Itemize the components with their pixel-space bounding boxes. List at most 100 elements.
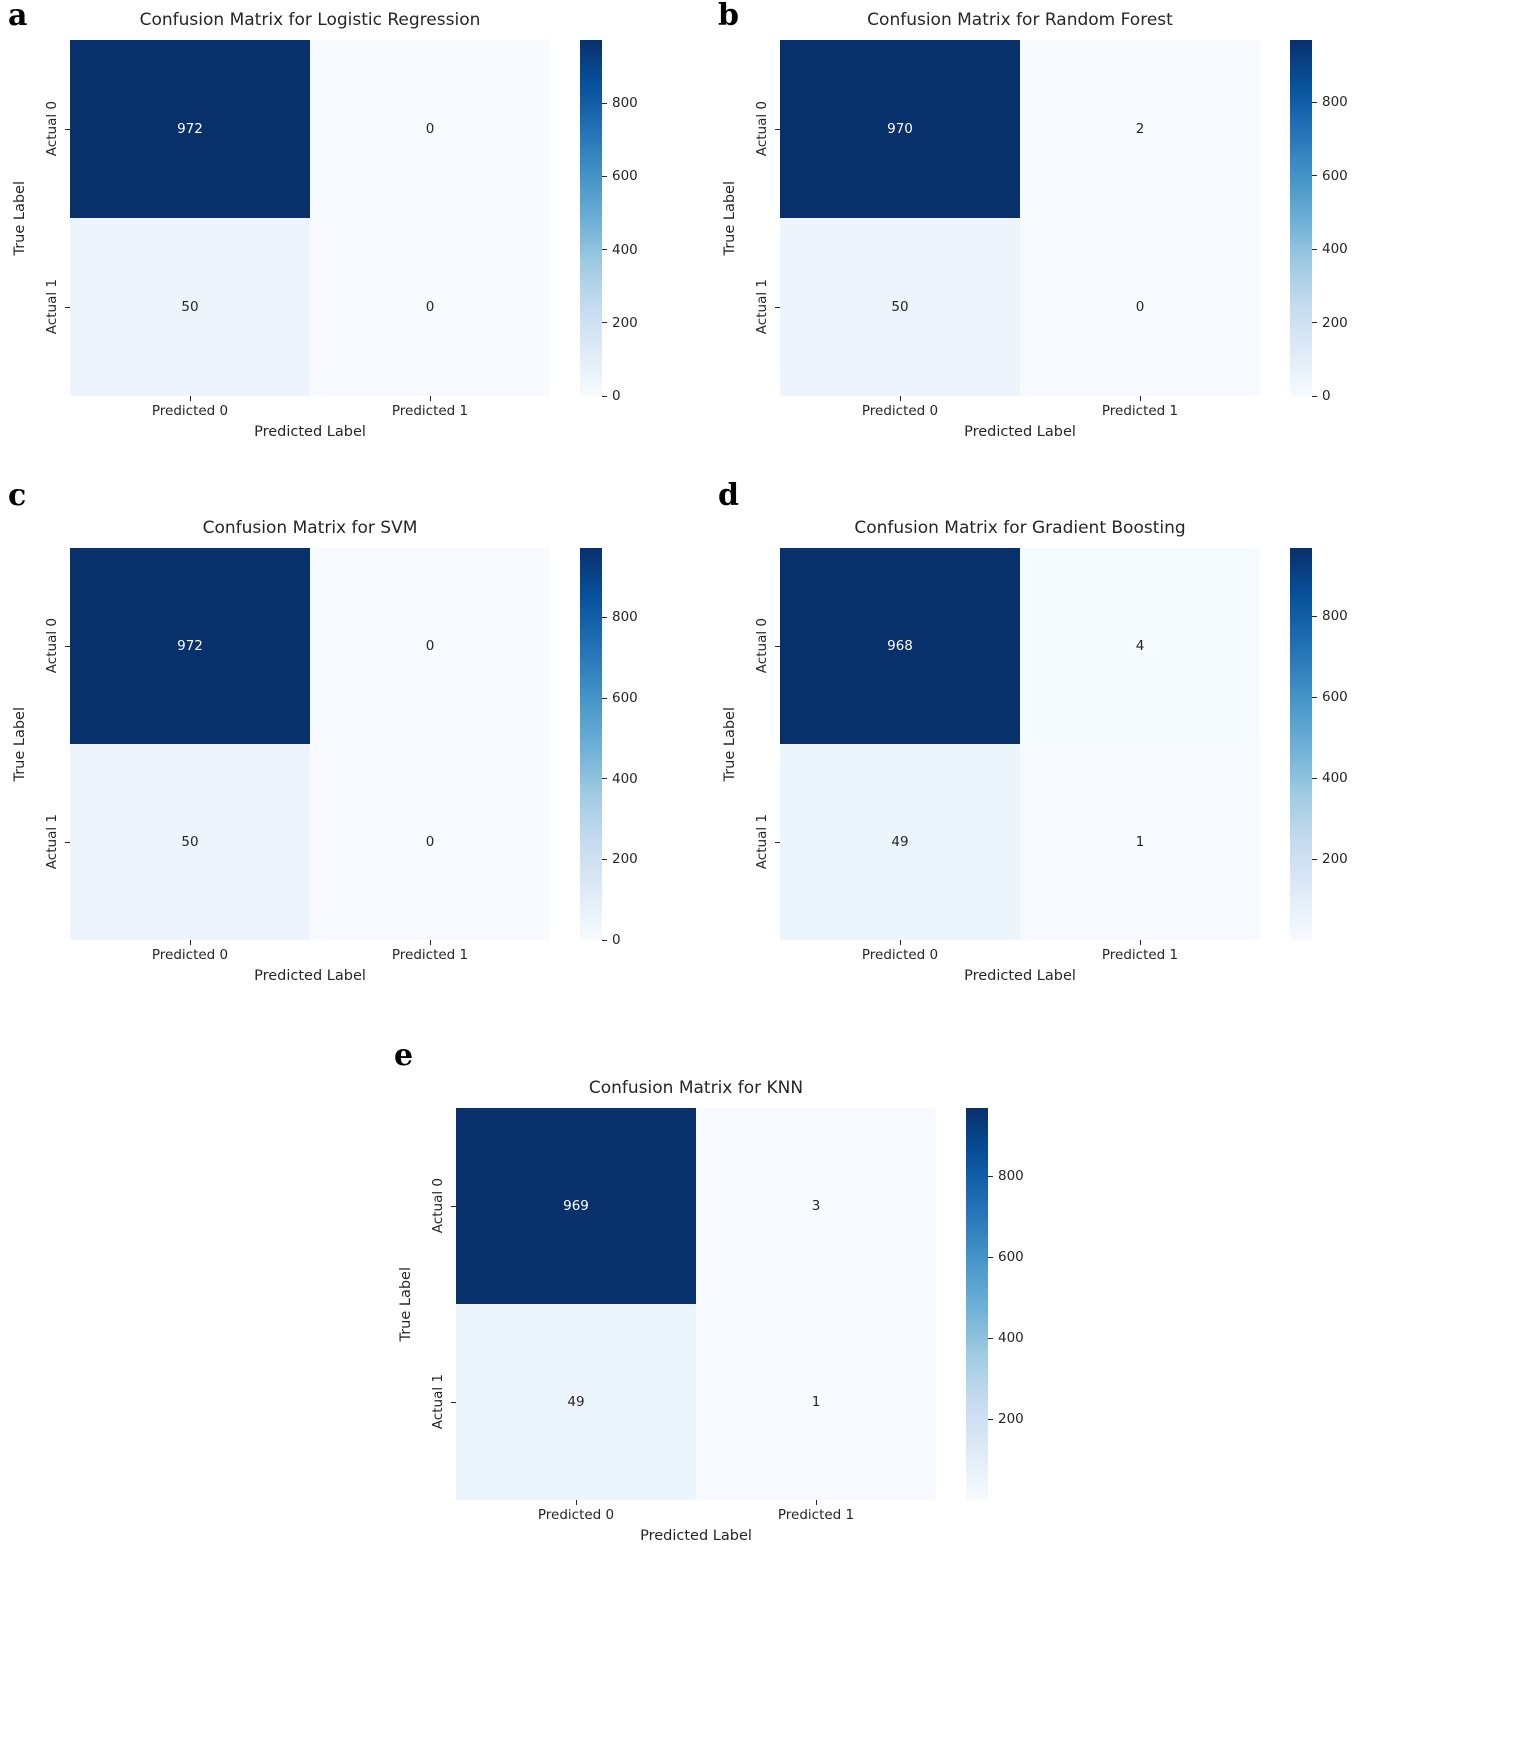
colorbar-tick-mark: [602, 616, 607, 618]
x-tick-labels: Predicted 0 Predicted 1: [780, 396, 1260, 419]
colorbar-tick: 0: [1312, 388, 1331, 404]
y-axis-label: True Label: [12, 180, 28, 256]
x-tick-predicted-1: Predicted 1: [1020, 396, 1260, 419]
colorbar-tick-mark: [988, 1337, 993, 1339]
colorbar-tick-label: 600: [612, 690, 638, 707]
y-tick-label: Actual 0: [44, 101, 60, 157]
y-axis-label: True Label: [398, 1266, 414, 1342]
colorbar-tick: 800: [988, 1168, 1024, 1184]
colorbar-tick-mark: [602, 249, 607, 250]
colorbar-tick-label: 200: [998, 1411, 1024, 1428]
colorbar-gradient: [580, 548, 602, 940]
cell-actual1-pred0: 50: [70, 744, 310, 940]
colorbar-tick-mark: [1312, 322, 1317, 324]
x-tick-predicted-1: Predicted 1: [1020, 940, 1260, 963]
colorbar-tick-label: 0: [1322, 388, 1331, 404]
colorbar-tick-mark: [1312, 175, 1317, 177]
x-tick-predicted-0: Predicted 0: [70, 940, 310, 963]
colorbar-tick-mark: [602, 858, 607, 860]
colorbar-tick-label: 800: [612, 609, 638, 626]
panel-e-knn: e Confusion Matrix for KNN True Label Ac…: [392, 1038, 1056, 1544]
cell-actual1-pred0: 49: [456, 1304, 696, 1500]
colorbar-tick-mark: [602, 102, 607, 104]
plot-title: Confusion Matrix for Logistic Regression: [139, 10, 481, 30]
confusion-matrix-heatmap: 969 3 49 1: [456, 1108, 936, 1500]
x-tick-predicted-0: Predicted 0: [780, 396, 1020, 419]
colorbar-tick-mark: [988, 1256, 993, 1258]
y-tick-actual-0: Actual 0: [34, 548, 70, 744]
colorbar-tick-label: 600: [998, 1249, 1024, 1266]
colorbar-gradient: [580, 40, 602, 396]
colorbar-tick-mark: [1312, 101, 1317, 103]
plot-area: True Label Actual 0 Actual 1 970 2 50 0: [716, 40, 1380, 404]
cell-actual0-pred1: 2: [1020, 40, 1260, 218]
colorbar-tick: 200: [988, 1411, 1024, 1427]
colorbar-tick: 400: [1312, 770, 1348, 786]
x-tick-labels: Predicted 0 Predicted 1: [456, 1500, 936, 1523]
colorbar-tick: 400: [602, 242, 638, 258]
colorbar-tick: 800: [602, 609, 638, 625]
colorbar-tick: 400: [1312, 241, 1348, 257]
plot-title: Confusion Matrix for Random Forest: [867, 10, 1173, 30]
colorbar-tick: 0: [602, 932, 621, 948]
y-tick-actual-1: Actual 1: [420, 1304, 456, 1500]
cell-actual1-pred1: 0: [310, 218, 550, 396]
colorbar-gradient: [1290, 40, 1312, 396]
y-tick-actual-1: Actual 1: [34, 218, 70, 396]
x-tick-predicted-0: Predicted 0: [456, 1500, 696, 1523]
colorbar-tick: 200: [1312, 315, 1348, 331]
cell-actual1-pred1: 0: [310, 744, 550, 940]
colorbar: 0 200 400 600 800: [580, 40, 670, 404]
colorbar-tick-mark: [602, 322, 607, 324]
plot-area: True Label Actual 0 Actual 1 972 0 50 0: [6, 40, 670, 404]
cell-actual0-pred0: 968: [780, 548, 1020, 744]
cell-actual0-pred0: 972: [70, 548, 310, 744]
panel-letter-b: b: [718, 0, 739, 33]
cell-actual1-pred0: 50: [70, 218, 310, 396]
plot-area: True Label Actual 0 Actual 1 968 4 49 1: [716, 548, 1380, 940]
x-tick-labels: Predicted 0 Predicted 1: [70, 396, 550, 419]
colorbar-tick-label: 400: [1322, 770, 1348, 787]
colorbar-tick-label: 200: [1322, 851, 1348, 868]
plot-colorbar-gap: [1260, 548, 1290, 940]
y-tick-label: Actual 1: [44, 279, 60, 335]
plot-knn: Confusion Matrix for KNN True Label Actu…: [392, 1044, 1056, 1544]
plot-colorbar-gap: [936, 1108, 966, 1500]
cell-actual0-pred1: 4: [1020, 548, 1260, 744]
colorbar-tick-label: 800: [998, 1168, 1024, 1185]
y-tick-actual-0: Actual 0: [744, 548, 780, 744]
confusion-matrix-heatmap: 968 4 49 1: [780, 548, 1260, 940]
colorbar-tick-label: 0: [612, 388, 621, 404]
figure-row-3: e Confusion Matrix for KNN True Label Ac…: [0, 1038, 1535, 1544]
colorbar-tick: 600: [1312, 168, 1348, 184]
colorbar-tick-mark: [602, 697, 607, 699]
confusion-matrix-heatmap: 972 0 50 0: [70, 40, 550, 396]
colorbar-tick-mark: [1312, 395, 1317, 397]
panel-letter-a: a: [8, 0, 28, 33]
colorbar-tick-mark: [1312, 696, 1317, 698]
y-tick-labels: Actual 0 Actual 1: [420, 1108, 456, 1500]
colorbar-tick-label: 200: [1322, 314, 1348, 331]
colorbar-tick: 400: [602, 771, 638, 787]
x-tick-predicted-0: Predicted 0: [70, 396, 310, 419]
y-tick-actual-1: Actual 1: [744, 744, 780, 940]
colorbar-ticks: 200 400 600 800: [1312, 548, 1378, 940]
colorbar-tick: 800: [1312, 94, 1348, 110]
y-tick-label: Actual 1: [44, 814, 60, 870]
plot-colorbar-gap: [550, 548, 580, 940]
confusion-matrix-heatmap: 972 0 50 0: [70, 548, 550, 940]
colorbar-gradient: [966, 1108, 988, 1500]
colorbar-tick-mark: [602, 778, 607, 780]
y-tick-labels: Actual 0 Actual 1: [34, 548, 70, 940]
colorbar-tick: 200: [602, 851, 638, 867]
y-axis-label-cell: True Label: [716, 40, 744, 396]
colorbar-tick-label: 400: [1322, 241, 1348, 258]
colorbar-tick-label: 200: [612, 851, 638, 868]
colorbar: 200 400 600 800: [966, 1108, 1056, 1500]
plot-title: Confusion Matrix for KNN: [588, 1078, 804, 1098]
y-tick-actual-1: Actual 1: [744, 218, 780, 396]
plot-colorbar-gap: [1260, 40, 1290, 396]
cell-actual0-pred0: 970: [780, 40, 1020, 218]
cell-actual0-pred1: 3: [696, 1108, 936, 1304]
colorbar-tick-label: 600: [612, 168, 638, 185]
